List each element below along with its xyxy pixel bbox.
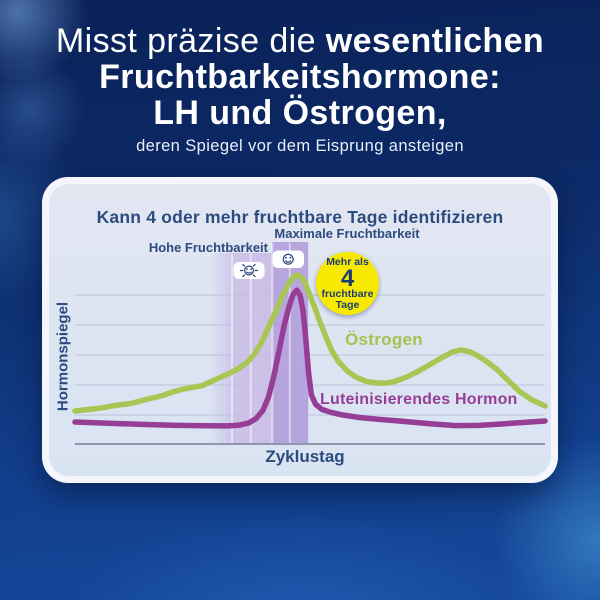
- chart-title: Kann 4 oder mehr fruchtbare Tage identif…: [96, 206, 504, 227]
- curve-estrogen: [72, 272, 548, 414]
- badge-number: 4: [340, 264, 355, 292]
- headline: Misst präzise die wesentlichen Fruchtbar…: [0, 23, 600, 156]
- static-smiley-icon: [282, 253, 294, 265]
- hormone-curves: [72, 272, 548, 429]
- lh-curve-label: Luteinisierendes Hormon: [320, 391, 518, 408]
- badge-line-3: Tage: [335, 298, 360, 311]
- peak-fertility-label: Maximale Fruchtbarkeit: [274, 226, 420, 241]
- static-smiley-marker: [272, 250, 304, 268]
- badge-line-1: Mehr als: [326, 255, 369, 268]
- y-axis-label: Hormonspiegel: [54, 301, 72, 412]
- flashing-smiley-icon: [239, 263, 259, 278]
- badge-line-2: fruchtbare: [321, 287, 374, 300]
- headline-line-3: LH und Östrogen,: [153, 94, 447, 132]
- headline-light-text: Misst präzise die: [55, 22, 316, 60]
- high-fertility-label: Hohe Fruchtbarkeit: [148, 240, 268, 255]
- curve-lh: [72, 287, 548, 429]
- x-axis-label: Zyklustag: [265, 447, 345, 466]
- headline-line-2: Fruchtbarkeitshormone:: [99, 58, 501, 96]
- headline-bold-text: wesentlichen: [325, 22, 545, 60]
- flashing-smiley-marker: [233, 262, 265, 279]
- fertile-days-badge: Mehr als 4 fruchtbare Tage: [316, 252, 379, 315]
- headline-subline: deren Spiegel vor dem Eisprung ansteigen: [136, 137, 464, 155]
- estrogen-curve-label: Östrogen: [345, 330, 423, 349]
- headline-line-1: Misst präzise die wesentlichen: [0, 23, 600, 59]
- flashing-smiley-box: [233, 262, 265, 279]
- static-smiley-box: [272, 250, 304, 268]
